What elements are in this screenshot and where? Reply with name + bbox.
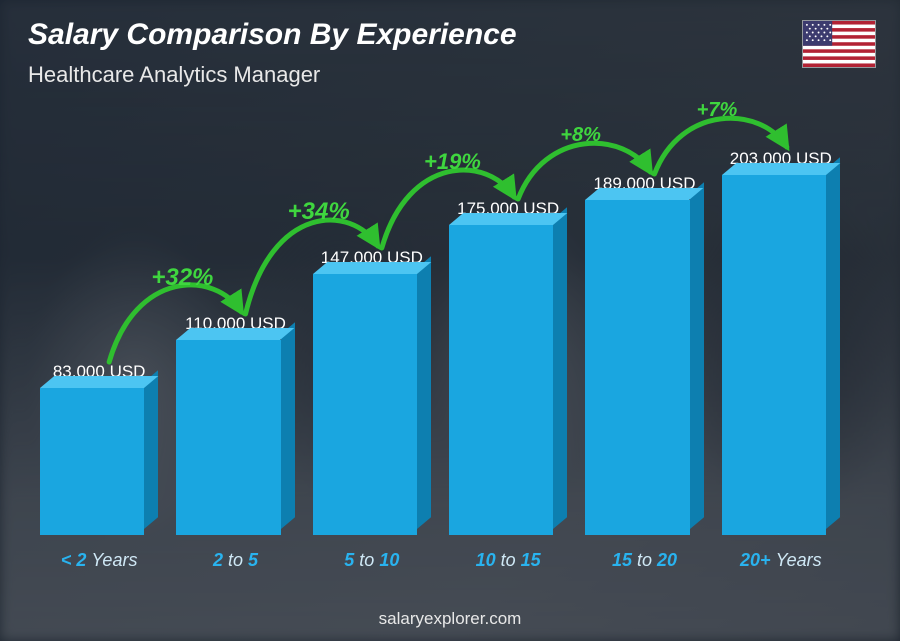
bar-slot: 110,000 USD — [176, 314, 294, 535]
bar-side — [690, 182, 704, 529]
chart-stage: Salary Comparison By Experience Healthca… — [0, 0, 900, 641]
bar-top — [313, 262, 432, 274]
bar-slot: 147,000 USD — [313, 248, 431, 535]
bar-slot: 175,000 USD — [449, 199, 567, 535]
x-axis-label: 10 to 15 — [449, 550, 567, 571]
bar-front — [449, 225, 553, 535]
bar — [313, 274, 431, 535]
x-axis-labels: < 2 Years 2 to 5 5 to 10 10 to 15 15 to 20 20… — [40, 550, 840, 571]
bar-top — [449, 213, 568, 225]
bar — [176, 340, 294, 535]
bar-front — [585, 200, 689, 535]
bar-side — [144, 370, 158, 529]
bar-slot: 203,000 USD — [722, 149, 840, 535]
x-axis-label: 20+ Years — [722, 550, 840, 571]
bar-slot: 189,000 USD — [585, 174, 703, 535]
bar-side — [281, 322, 295, 529]
bar-top — [40, 376, 159, 388]
growth-delta-label: +34% — [288, 198, 350, 226]
bar-front — [722, 175, 826, 535]
bar-top — [585, 188, 704, 200]
growth-delta-label: +8% — [560, 124, 601, 147]
bar-front — [313, 274, 417, 535]
bar-front — [40, 388, 144, 535]
bar — [722, 175, 840, 535]
x-axis-label: < 2 Years — [40, 550, 158, 571]
growth-delta-label: +19% — [424, 149, 481, 175]
us-flag-icon — [802, 20, 876, 68]
chart-title: Salary Comparison By Experience — [28, 18, 517, 52]
bar-top — [722, 163, 841, 175]
footer-attribution: salaryexplorer.com — [0, 609, 900, 629]
bar-side — [826, 157, 840, 529]
bar — [449, 225, 567, 535]
bar-top — [176, 328, 295, 340]
bars-container: 83,000 USD110,000 USD147,000 USD175,000 … — [40, 135, 840, 535]
growth-delta-label: +32% — [151, 264, 213, 292]
growth-delta-label: +7% — [697, 99, 738, 122]
bar-side — [553, 207, 567, 529]
bar-front — [176, 340, 280, 535]
bar — [585, 200, 703, 535]
bar-slot: 83,000 USD — [40, 362, 158, 535]
bar-side — [417, 256, 431, 529]
chart-subtitle: Healthcare Analytics Manager — [28, 62, 320, 88]
bar — [40, 388, 158, 535]
x-axis-label: 2 to 5 — [176, 550, 294, 571]
x-axis-label: 15 to 20 — [585, 550, 703, 571]
bar-chart: 83,000 USD110,000 USD147,000 USD175,000 … — [40, 100, 840, 571]
x-axis-label: 5 to 10 — [313, 550, 431, 571]
